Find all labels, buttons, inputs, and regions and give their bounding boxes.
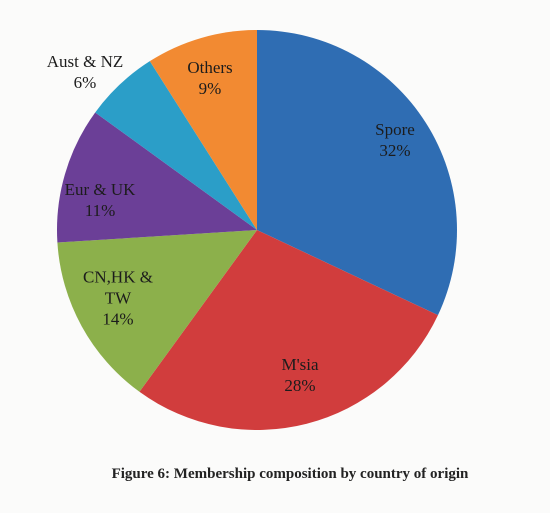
- chart-title: Figure 6: Membership composition by coun…: [111, 466, 469, 482]
- value-label: 32%: [379, 141, 411, 160]
- value-label: 14%: [102, 309, 134, 329]
- slice-label: Spore 32%: [345, 119, 445, 161]
- pie-slice: [57, 112, 258, 243]
- pie-slice: [149, 30, 257, 230]
- category-label: Aust & NZ: [46, 52, 124, 71]
- value-label: 11%: [84, 201, 116, 220]
- category-label: Spore: [375, 120, 415, 139]
- slice-label: CN,HK & TW 14%: [68, 267, 168, 330]
- slice-label: Aust & NZ 6%: [35, 51, 135, 93]
- slice-label: Others 9%: [160, 57, 260, 99]
- pie-slice: [95, 61, 258, 230]
- value-label: 9%: [198, 79, 222, 98]
- category-label: Others: [187, 58, 233, 77]
- slice-label: Eur & UK 11%: [50, 179, 150, 221]
- category-label: M'sia: [281, 355, 319, 374]
- value-label: 28%: [284, 376, 316, 395]
- category-label: Eur & UK: [64, 180, 136, 199]
- pie-slice: [257, 30, 458, 316]
- slice-label: M'sia 28%: [250, 354, 350, 396]
- value-label: 6%: [73, 73, 97, 92]
- category-label: CN,HK & TW: [83, 267, 153, 308]
- pie-slice: [139, 230, 438, 430]
- pie-slice: [57, 230, 257, 392]
